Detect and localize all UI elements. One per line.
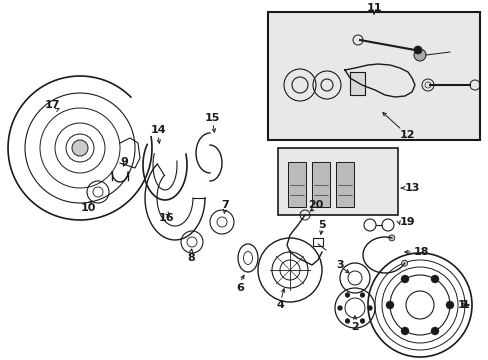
- Circle shape: [345, 319, 349, 324]
- Text: 5: 5: [318, 220, 325, 230]
- Circle shape: [385, 301, 393, 309]
- Text: 6: 6: [236, 283, 244, 293]
- Text: 1: 1: [461, 300, 469, 310]
- Text: 11: 11: [366, 3, 381, 13]
- Circle shape: [401, 260, 407, 266]
- Text: 14: 14: [150, 125, 165, 135]
- Bar: [278, 148, 397, 215]
- Circle shape: [413, 49, 425, 61]
- Circle shape: [359, 319, 364, 324]
- Text: 7: 7: [221, 200, 228, 210]
- Bar: [335, 162, 353, 207]
- Text: 10: 10: [80, 203, 96, 213]
- Circle shape: [400, 275, 408, 283]
- Text: 12: 12: [399, 130, 415, 140]
- Bar: [311, 162, 329, 207]
- Text: 16: 16: [159, 213, 174, 223]
- Text: 18: 18: [413, 247, 428, 257]
- Text: 1: 1: [457, 300, 468, 310]
- Circle shape: [413, 46, 421, 54]
- Circle shape: [430, 275, 438, 283]
- Text: 8: 8: [187, 253, 195, 263]
- Circle shape: [445, 301, 453, 309]
- Bar: [312, 238, 323, 246]
- Text: 4: 4: [276, 300, 284, 310]
- Circle shape: [72, 140, 88, 156]
- Text: 2: 2: [350, 322, 358, 332]
- Circle shape: [388, 235, 394, 241]
- Text: 20: 20: [307, 200, 323, 210]
- Text: 17: 17: [44, 100, 60, 110]
- Text: 13: 13: [404, 183, 420, 193]
- Bar: [287, 162, 305, 207]
- Text: 9: 9: [120, 157, 128, 167]
- Circle shape: [359, 293, 364, 297]
- Text: 3: 3: [336, 260, 343, 270]
- Circle shape: [345, 293, 349, 297]
- Circle shape: [400, 327, 408, 335]
- Circle shape: [367, 306, 372, 310]
- Polygon shape: [349, 72, 364, 95]
- Circle shape: [430, 327, 438, 335]
- Bar: [267, 12, 479, 140]
- Text: 19: 19: [399, 217, 415, 227]
- Circle shape: [337, 306, 342, 310]
- Text: 15: 15: [204, 113, 219, 123]
